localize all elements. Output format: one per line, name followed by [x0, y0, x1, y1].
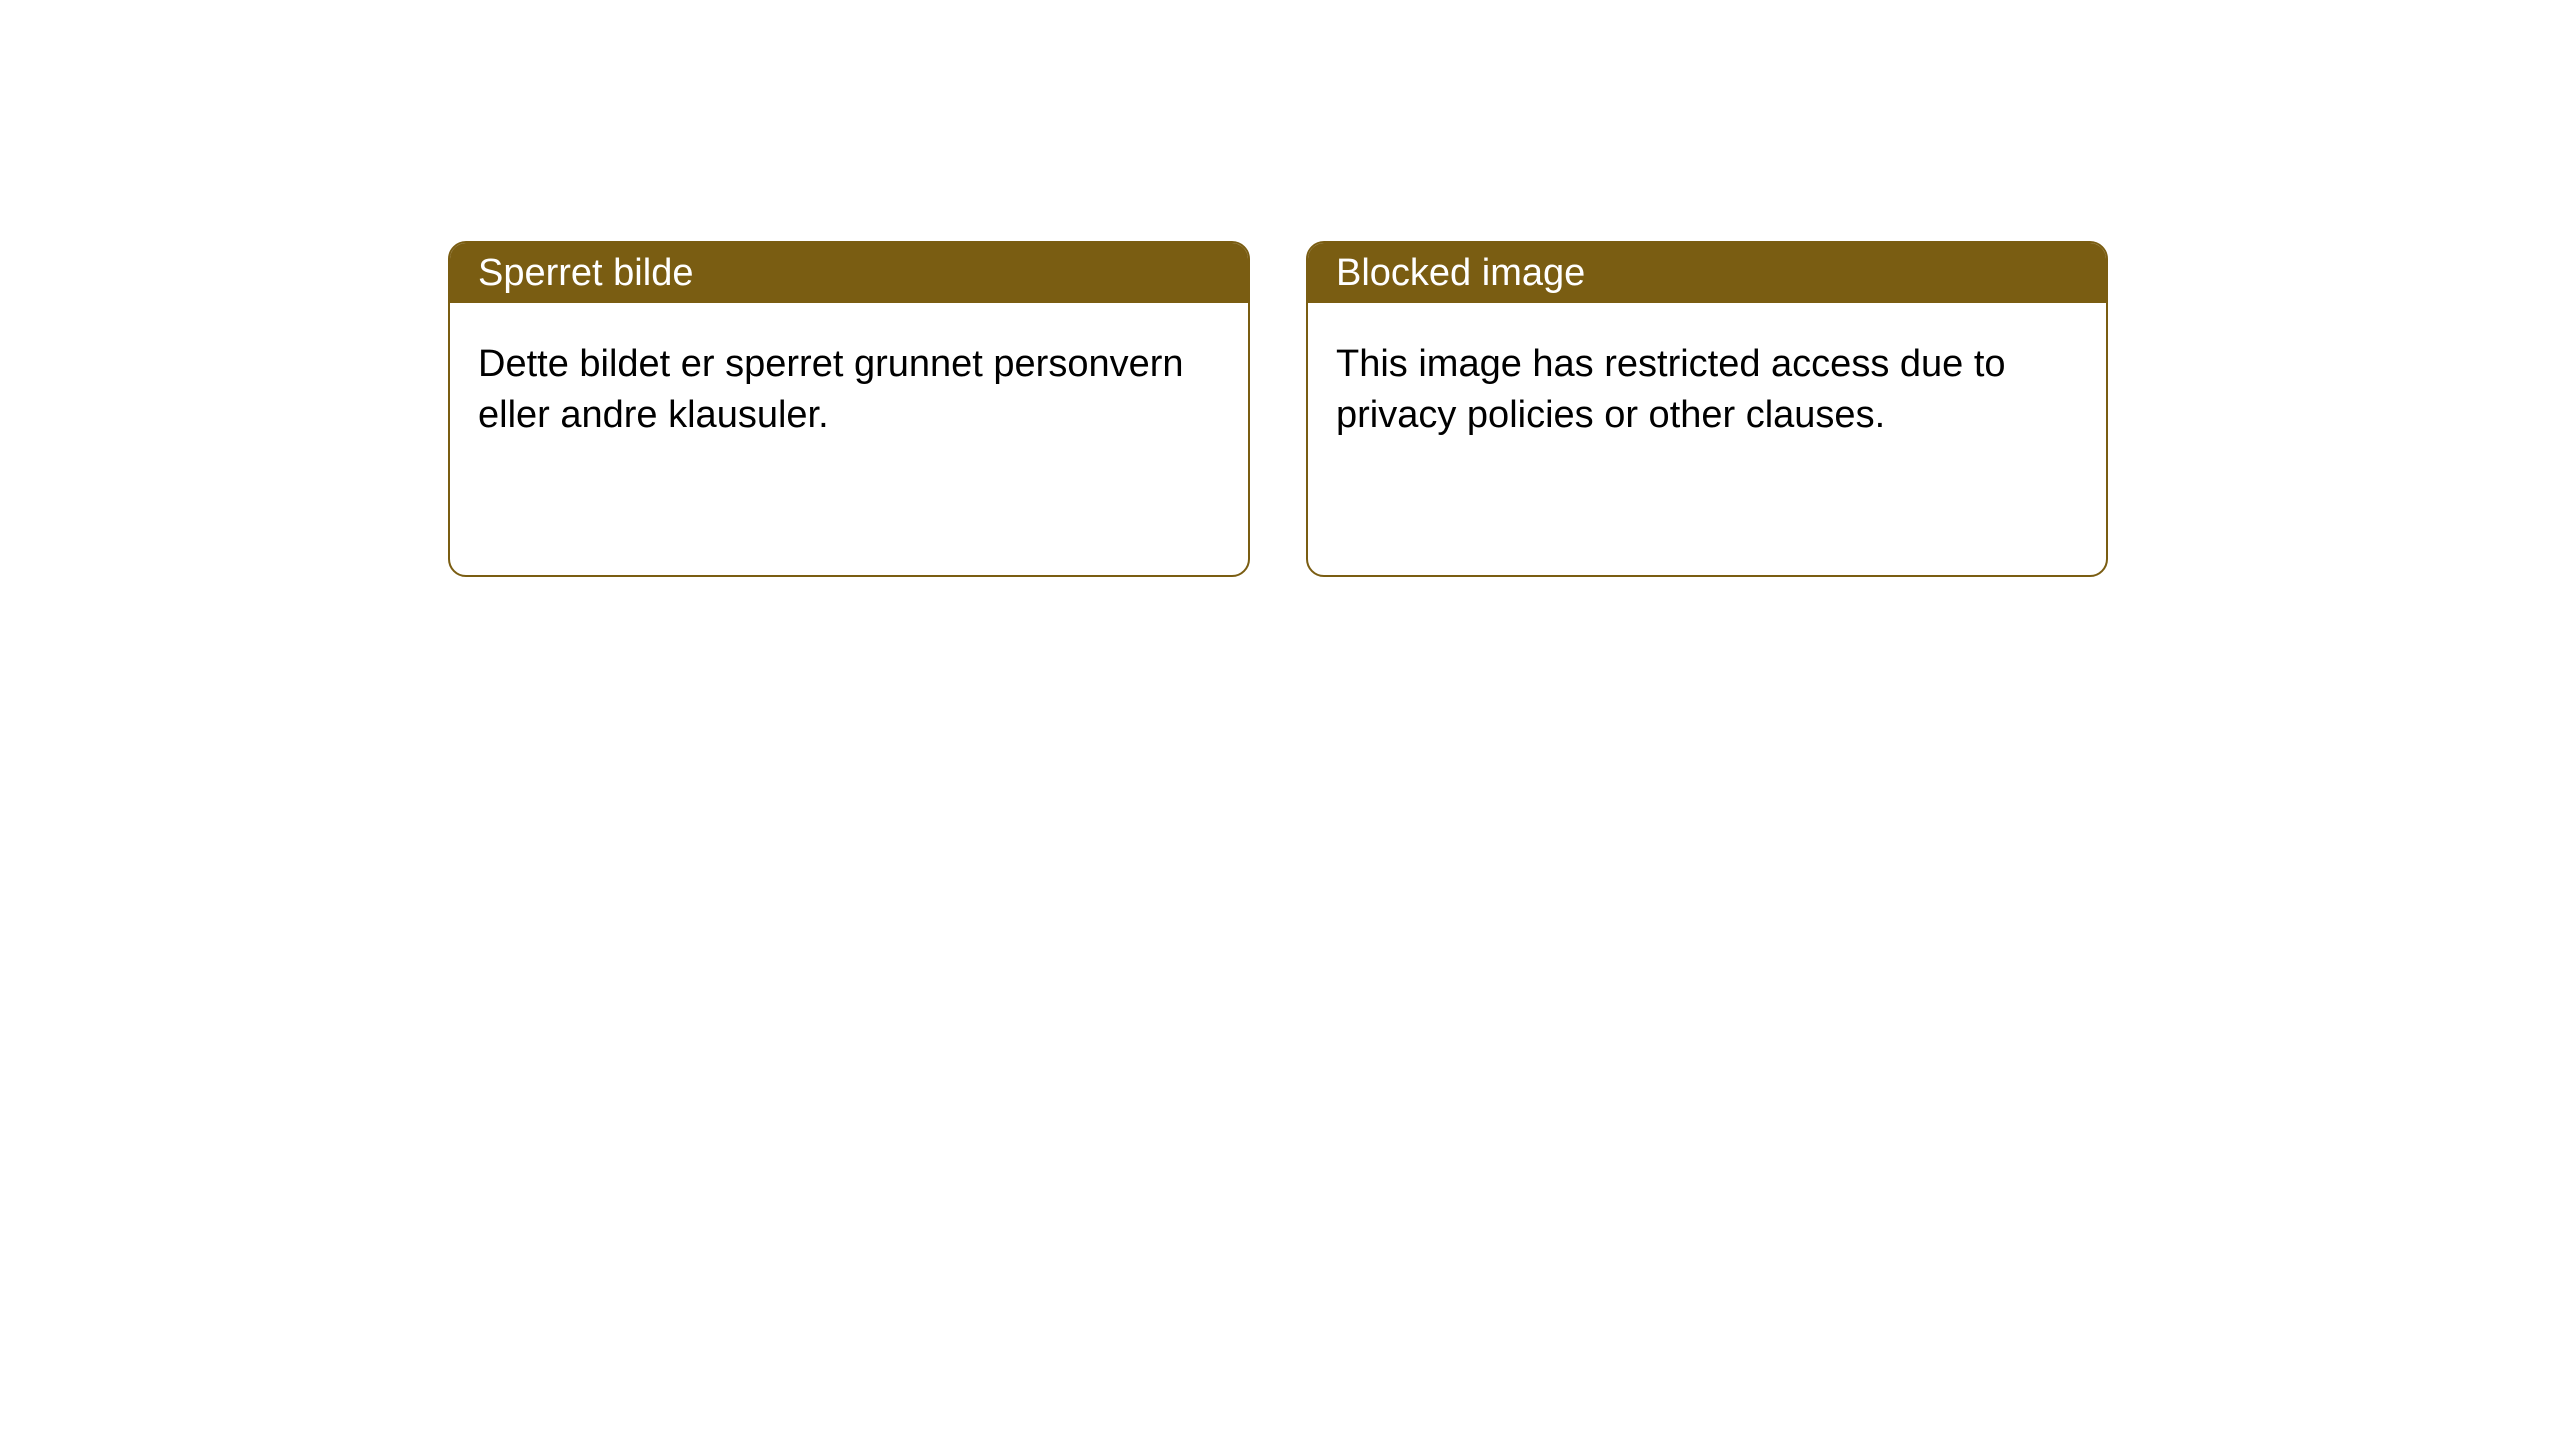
- blocked-image-card-norwegian: Sperret bilde Dette bildet er sperret gr…: [448, 241, 1250, 577]
- card-header: Blocked image: [1308, 243, 2106, 303]
- card-title: Sperret bilde: [478, 252, 693, 295]
- blocked-image-card-english: Blocked image This image has restricted …: [1306, 241, 2108, 577]
- card-header: Sperret bilde: [450, 243, 1248, 303]
- card-body: Dette bildet er sperret grunnet personve…: [450, 303, 1248, 478]
- card-body-text: This image has restricted access due to …: [1336, 343, 2006, 436]
- card-title: Blocked image: [1336, 252, 1585, 295]
- cards-container: Sperret bilde Dette bildet er sperret gr…: [448, 241, 2560, 577]
- card-body-text: Dette bildet er sperret grunnet personve…: [478, 343, 1184, 436]
- card-body: This image has restricted access due to …: [1308, 303, 2106, 478]
